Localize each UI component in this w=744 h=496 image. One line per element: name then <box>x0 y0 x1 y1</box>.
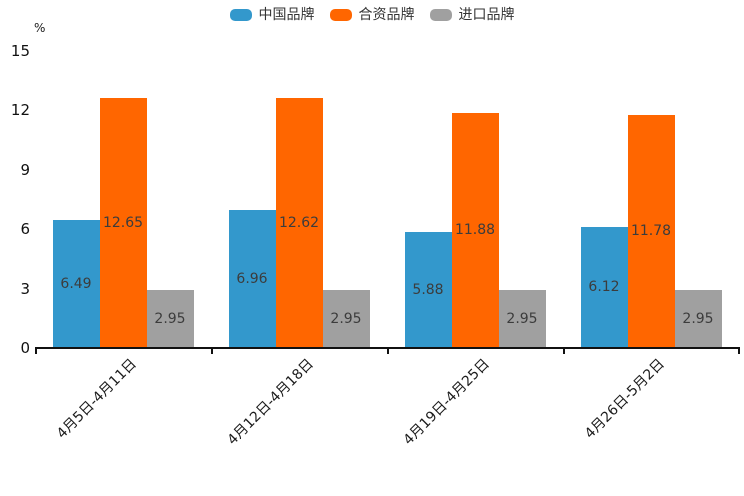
legend-swatch <box>429 9 452 21</box>
legend-item-0: 中国品牌 <box>229 7 315 23</box>
bar-series2-group1: 2.95 <box>322 289 370 348</box>
bar-series1-group1: 12.62 <box>275 98 323 348</box>
bar-value-label: 2.95 <box>506 310 538 327</box>
x-axis-tick <box>211 349 213 354</box>
bar-series0-group2: 5.88 <box>404 231 452 348</box>
bar-value-label: 2.95 <box>682 310 714 327</box>
bar-value-label: 6.12 <box>588 279 620 296</box>
bar-series0-group1: 6.96 <box>228 210 276 348</box>
y-tick-label: 15 <box>10 42 30 60</box>
legend-label: 中国品牌 <box>258 7 315 23</box>
bar-series1-group0: 12.65 <box>99 97 147 348</box>
bar-series0-group0: 6.49 <box>52 219 100 348</box>
y-tick-label: 12 <box>10 101 30 120</box>
bar-value-label: 6.49 <box>60 275 92 292</box>
bar-value-label: 6.96 <box>236 271 268 288</box>
x-axis-tick <box>35 349 37 354</box>
bar-value-label: 2.95 <box>330 310 362 327</box>
legend-item-2: 进口品牌 <box>429 7 515 23</box>
bar-value-label: 11.78 <box>630 223 672 240</box>
bar-value-label: 11.88 <box>454 222 496 239</box>
bar-series2-group0: 2.95 <box>146 289 194 348</box>
x-axis-tick <box>738 349 740 354</box>
plot-area: 6.49 12.65 2.95 6.96 12.62 2.95 5.88 11.88 2.95 6… <box>35 51 739 348</box>
legend-item-1: 合资品牌 <box>329 7 415 23</box>
x-axis-tick <box>387 349 389 354</box>
legend-label: 合资品牌 <box>358 7 415 23</box>
bar-series1-group3: 11.78 <box>627 114 675 348</box>
bar-series0-group3: 6.12 <box>580 226 628 348</box>
x-axis-category-label: 4月5日-4月11日 <box>54 356 141 442</box>
bar-value-label: 2.95 <box>154 310 186 327</box>
legend: 中国品牌 合资品牌 进口品牌 <box>0 8 744 22</box>
bar-series2-group2: 2.95 <box>498 289 546 348</box>
x-axis-category-label: 4月19日-4月25日 <box>400 356 493 449</box>
y-axis-unit-label: % <box>34 21 46 35</box>
x-axis-line <box>35 347 740 349</box>
x-axis-tick <box>563 349 565 354</box>
y-tick-label: 3 <box>20 279 30 298</box>
bar-value-label: 5.88 <box>412 281 444 298</box>
legend-swatch <box>229 9 252 21</box>
y-tick-label: 9 <box>20 160 30 179</box>
bar-series1-group2: 11.88 <box>451 112 499 348</box>
bar-series2-group3: 2.95 <box>674 289 722 348</box>
x-axis-category-label: 4月12日-4月18日 <box>224 356 317 449</box>
bar-value-label: 12.62 <box>278 215 320 232</box>
bar-value-label: 12.65 <box>102 214 144 231</box>
y-tick-label: 0 <box>20 339 30 357</box>
legend-swatch <box>329 9 352 21</box>
legend-label: 进口品牌 <box>458 7 515 23</box>
x-axis-category-label: 4月26日-5月2日 <box>582 356 669 442</box>
y-tick-label: 6 <box>20 220 30 239</box>
